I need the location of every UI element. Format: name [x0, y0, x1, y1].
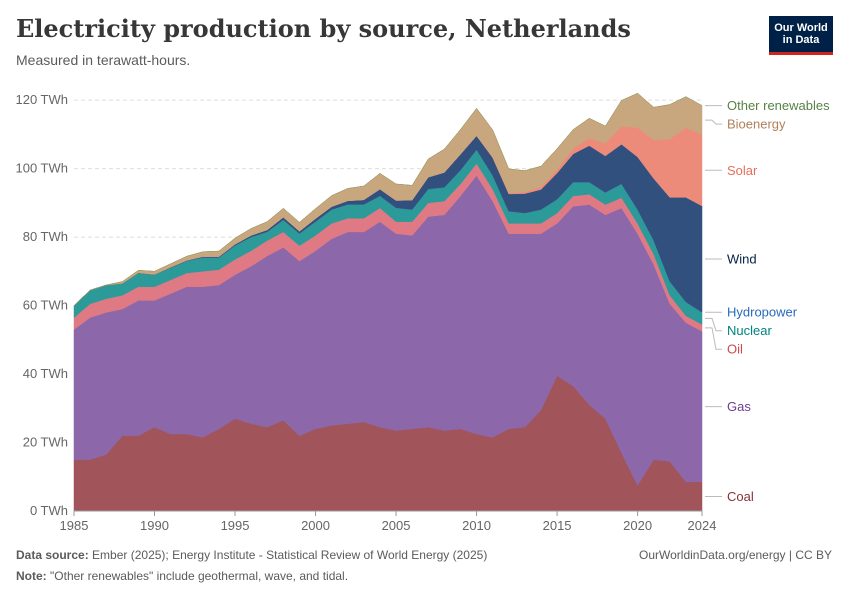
x-tick-label: 1995	[221, 518, 250, 533]
logo-line-1: Our World	[774, 22, 828, 34]
legend-connector	[705, 119, 722, 125]
x-tick-label: 2015	[543, 518, 572, 533]
legend-label-wind[interactable]: Wind	[727, 251, 757, 266]
note-text: "Other renewables" include geothermal, w…	[50, 569, 349, 583]
legend-connector	[705, 317, 722, 332]
owid-logo[interactable]: Our World in Data	[769, 16, 833, 55]
data-source: Data source: Ember (2025); Energy Instit…	[16, 548, 487, 562]
chart-note: Note: "Other renewables" include geother…	[16, 569, 348, 583]
y-tick-label: 40 TWh	[23, 366, 68, 381]
y-tick-label: 80 TWh	[23, 229, 68, 244]
x-tick-label: 2024	[688, 518, 717, 533]
y-tick-label: 0 TWh	[30, 503, 68, 518]
legend-label-solar[interactable]: Solar	[727, 163, 758, 178]
legend-label-other-renewables[interactable]: Other renewables	[727, 98, 830, 113]
x-tick-label: 1985	[60, 518, 89, 533]
area-other-renewables[interactable]	[73, 92, 703, 306]
series-areas	[73, 92, 703, 512]
legend-label-bioenergy[interactable]: Bioenergy	[727, 117, 786, 132]
x-tick-label: 2000	[301, 518, 330, 533]
chart-subtitle: Measured in terawatt-hours.	[16, 52, 191, 68]
x-tick-label: 2005	[382, 518, 411, 533]
data-source-text[interactable]: Ember (2025); Energy Institute - Statist…	[92, 548, 488, 562]
legend-connector	[705, 327, 722, 350]
legend-label-oil[interactable]: Oil	[727, 342, 743, 357]
logo-line-2: in Data	[782, 34, 820, 46]
x-tick-label: 2020	[623, 518, 652, 533]
y-tick-label: 100 TWh	[15, 161, 68, 176]
y-tick-label: 20 TWh	[23, 435, 68, 450]
x-tick-label: 1990	[140, 518, 169, 533]
legend-label-coal[interactable]: Coal	[727, 489, 754, 504]
axes: 0 TWh 20 TWh 40 TWh 60 TWh 80 TWh 100 TWh 120 …	[15, 92, 716, 533]
note-label: Note:	[16, 569, 47, 583]
data-source-label: Data source:	[16, 548, 89, 562]
credit-link[interactable]: OurWorldinData.org/energy | CC BY	[639, 548, 832, 562]
x-tick-label: 2010	[462, 518, 491, 533]
y-tick-label: 60 TWh	[23, 298, 68, 313]
chart-title: Electricity production by source, Nether…	[16, 14, 631, 43]
legend-label-hydropower[interactable]: Hydropower	[727, 305, 798, 320]
legend: Other renewables Bioenergy Solar Wind Hydrop…	[705, 98, 830, 504]
legend-label-gas[interactable]: Gas	[727, 399, 751, 414]
y-tick-label: 120 TWh	[15, 92, 68, 107]
legend-label-nuclear[interactable]: Nuclear	[727, 323, 772, 338]
